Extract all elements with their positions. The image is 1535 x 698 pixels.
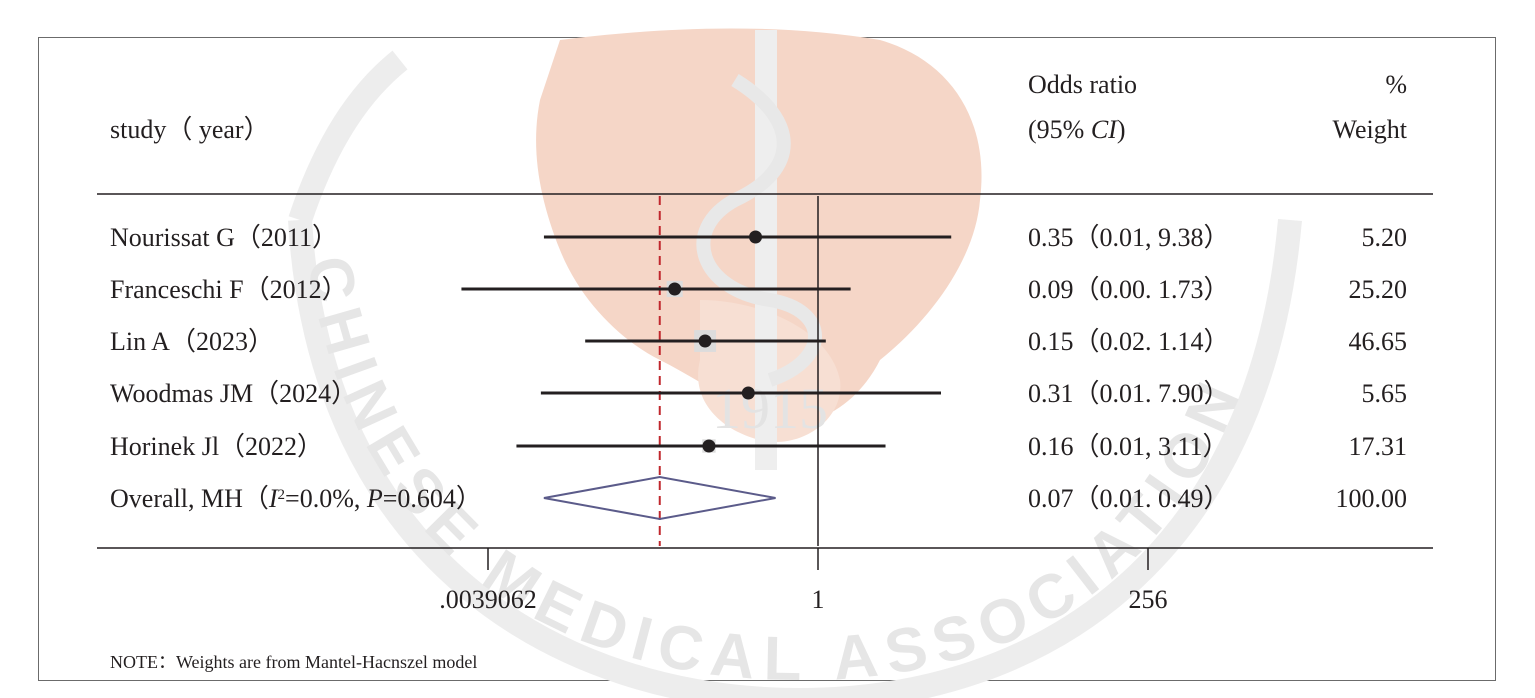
overall-diamond	[543, 475, 776, 521]
weight-value: 5.20	[1362, 223, 1408, 252]
overall-label: Overall, MH（I2=0.0%, P=0.604）	[110, 484, 482, 513]
watermark-ring	[288, 50, 1302, 698]
study-row: Franceschi F（2012） 0.09（0.00. 1.73） 25.20	[110, 275, 1407, 304]
watermark-staff	[696, 30, 822, 470]
point-estimate	[702, 439, 716, 453]
point-estimate	[668, 282, 682, 296]
col-header-weight-1: %	[1385, 70, 1407, 99]
point-estimate	[749, 230, 763, 244]
study-row: Lin A（2023） 0.15（0.02. 1.14） 46.65	[110, 327, 1407, 356]
watermark-numerals: 1915	[712, 376, 828, 441]
col-header-weight-2: Weight	[1333, 115, 1408, 144]
overall-weight-value: 100.00	[1336, 484, 1408, 513]
study-label: Franceschi F（2012）	[110, 275, 348, 304]
study-label: Lin A（2023）	[110, 327, 274, 356]
study-row: Nourissat G（2011） 0.35（0.01, 9.38） 5.20	[110, 223, 1407, 252]
weight-value: 25.20	[1349, 275, 1408, 304]
study-row: Woodmas JM（2024） 0.31（0.01. 7.90） 5.65	[110, 379, 1407, 408]
or-ci-value: 0.15（0.02. 1.14）	[1028, 327, 1230, 356]
study-label: Horinek Jl（2022）	[110, 432, 323, 461]
x-tick-label: 1	[812, 585, 825, 614]
point-estimate	[741, 386, 755, 400]
footnote: NOTE：Weights are from Mantel-Hacnszel mo…	[110, 652, 477, 672]
weight-value: 17.31	[1349, 432, 1408, 461]
x-tick-label: 256	[1129, 585, 1168, 614]
weight-value: 46.65	[1349, 327, 1408, 356]
point-estimate	[698, 334, 712, 348]
overall-row: Overall, MH（I2=0.0%, P=0.604） 0.07（0.01. …	[110, 475, 1408, 521]
x-tick-label: .0039062	[439, 585, 537, 614]
weight-value: 5.65	[1362, 379, 1408, 408]
col-header-or-1: Odds ratio	[1028, 70, 1137, 99]
col-header-study: study（ year）	[110, 115, 270, 144]
or-ci-value: 0.09（0.00. 1.73）	[1028, 275, 1230, 304]
study-label: Nourissat G（2011）	[110, 223, 338, 252]
or-ci-value: 0.35（0.01, 9.38）	[1028, 223, 1230, 252]
or-ci-value: 0.16（0.01, 3.11）	[1028, 432, 1229, 461]
or-ci-value: 0.31（0.01. 7.90）	[1028, 379, 1230, 408]
study-row: Horinek Jl（2022） 0.16（0.01, 3.11） 17.31	[110, 432, 1407, 461]
overall-or-ci-value: 0.07（0.01. 0.49）	[1028, 484, 1230, 513]
study-label: Woodmas JM（2024）	[110, 379, 357, 408]
col-header-or-2: (95% CI)	[1028, 115, 1126, 144]
